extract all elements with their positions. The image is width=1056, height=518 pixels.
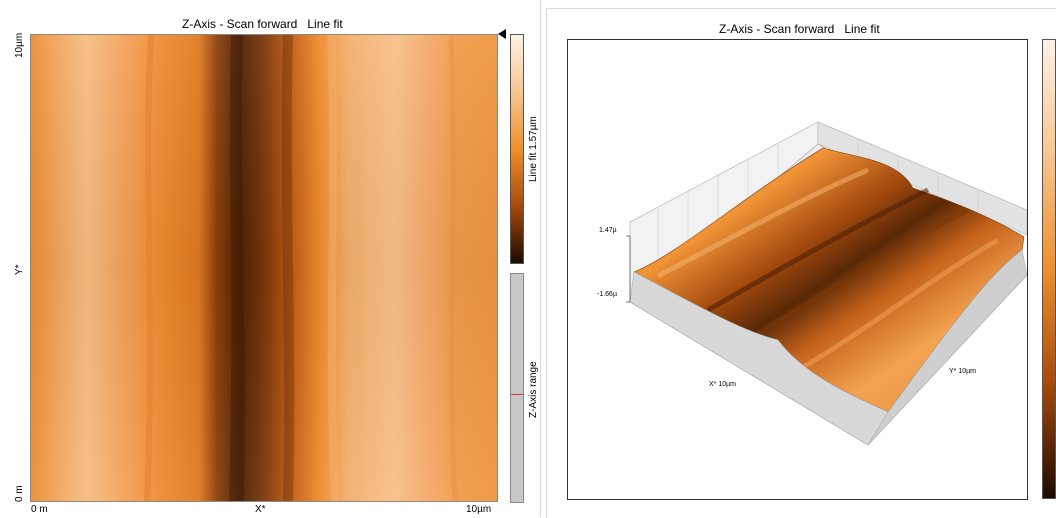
y-axis-top-label: 10µm [14, 32, 25, 58]
z-axis-range-slider[interactable] [510, 273, 524, 503]
topography-image[interactable] [30, 34, 498, 502]
color-scale-bar [510, 34, 524, 264]
panel-title-3d: Z-Axis - Scan forward Line fit [719, 22, 880, 36]
topography-svg [31, 35, 497, 501]
scan-image-panel: Z-Axis - Scan forward Line fit 10µm Y* 0 … [14, 0, 541, 517]
x-axis-3d-label: X* 10µm [709, 381, 736, 388]
z-min-label: -1.66µ [597, 291, 617, 298]
3d-surface-svg [626, 121, 1027, 446]
panel-title-text: Z-Axis - Scan forward [182, 17, 298, 31]
y-axis-3d-label: Y* 10µm [949, 368, 976, 375]
x-axis-left-label: 0 m [31, 504, 48, 515]
colorbar-label: Line fit 1.57µm [528, 116, 539, 182]
color-scale-bar-3d [1042, 39, 1056, 499]
x-axis-right-label: 10µm [466, 504, 492, 515]
panel-title-mode: Line fit [307, 17, 343, 31]
y-axis-mid-label: Y* [14, 264, 25, 275]
panel-title: Z-Axis - Scan forward Line fit [182, 17, 343, 31]
3d-plot-area[interactable] [567, 39, 1028, 500]
x-axis-mid-label: X* [255, 504, 266, 515]
range-marker[interactable] [511, 394, 523, 395]
z-max-label: 1.47µ [599, 227, 617, 234]
range-label: Z-Axis range [528, 361, 539, 418]
surface-ridges [656, 167, 1000, 373]
panel-title-3d-mode: Line fit [844, 22, 880, 36]
panel-title-3d-text: Z-Axis - Scan forward [719, 22, 835, 36]
y-axis-bottom-label: 0 m [14, 485, 25, 502]
colorbar-pointer-icon[interactable] [498, 29, 506, 39]
3d-view-panel: Z-Axis - Scan forward Line fit [546, 8, 1056, 518]
